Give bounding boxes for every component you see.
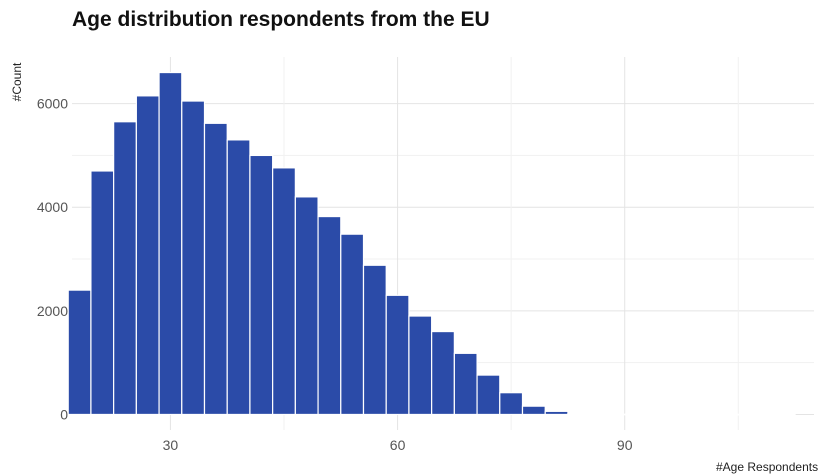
histogram-bar: [680, 413, 705, 416]
histogram-bar: [90, 170, 115, 416]
histogram-bar: [362, 264, 387, 416]
histogram-bar: [294, 196, 319, 416]
histogram-bar: [771, 413, 796, 416]
histogram-bar: [635, 413, 660, 416]
histogram-bar: [249, 154, 274, 416]
histogram-bar: [521, 405, 546, 416]
histogram-bar: [340, 233, 365, 416]
histogram-bar: [658, 413, 683, 416]
y-tick-label: 6000: [37, 96, 68, 112]
y-tick-label: 4000: [37, 199, 68, 215]
axis-ticks: 0 2000 4000 6000 30 60 90: [37, 96, 633, 453]
x-tick-label: 30: [163, 437, 179, 453]
histogram-bar: [317, 215, 342, 416]
histogram-bar: [612, 413, 637, 416]
histogram-bar: [431, 330, 455, 416]
chart-title: Age distribution respondents from the EU: [72, 8, 490, 31]
histogram-bar: [703, 413, 728, 416]
histogram-bar: [181, 100, 206, 416]
histogram-bar: [749, 413, 773, 416]
histogram-bar: [203, 122, 228, 416]
histogram-bar: [408, 315, 433, 416]
histogram-bar: [113, 121, 137, 416]
histogram-bar: [726, 413, 751, 416]
y-tick-label: 0: [60, 406, 68, 422]
histogram-bars: [67, 71, 796, 416]
x-axis-title: #Age Respondents: [716, 460, 818, 474]
y-axis-title: #Count: [10, 62, 24, 101]
y-tick-label: 2000: [37, 303, 68, 319]
histogram-bar: [385, 294, 410, 416]
histogram-bar: [590, 413, 614, 416]
histogram-bar: [567, 412, 592, 416]
x-tick-label: 60: [390, 437, 406, 453]
histogram-bar: [476, 374, 501, 416]
x-tick-label: 90: [617, 437, 633, 453]
histogram-bar: [226, 139, 251, 416]
histogram-bar: [499, 392, 524, 416]
histogram-bar: [67, 289, 92, 416]
histogram-bar: [544, 410, 569, 416]
histogram-bar: [453, 352, 478, 416]
histogram-bar: [272, 167, 296, 416]
histogram-bar: [158, 71, 183, 416]
histogram-bar: [135, 95, 160, 416]
